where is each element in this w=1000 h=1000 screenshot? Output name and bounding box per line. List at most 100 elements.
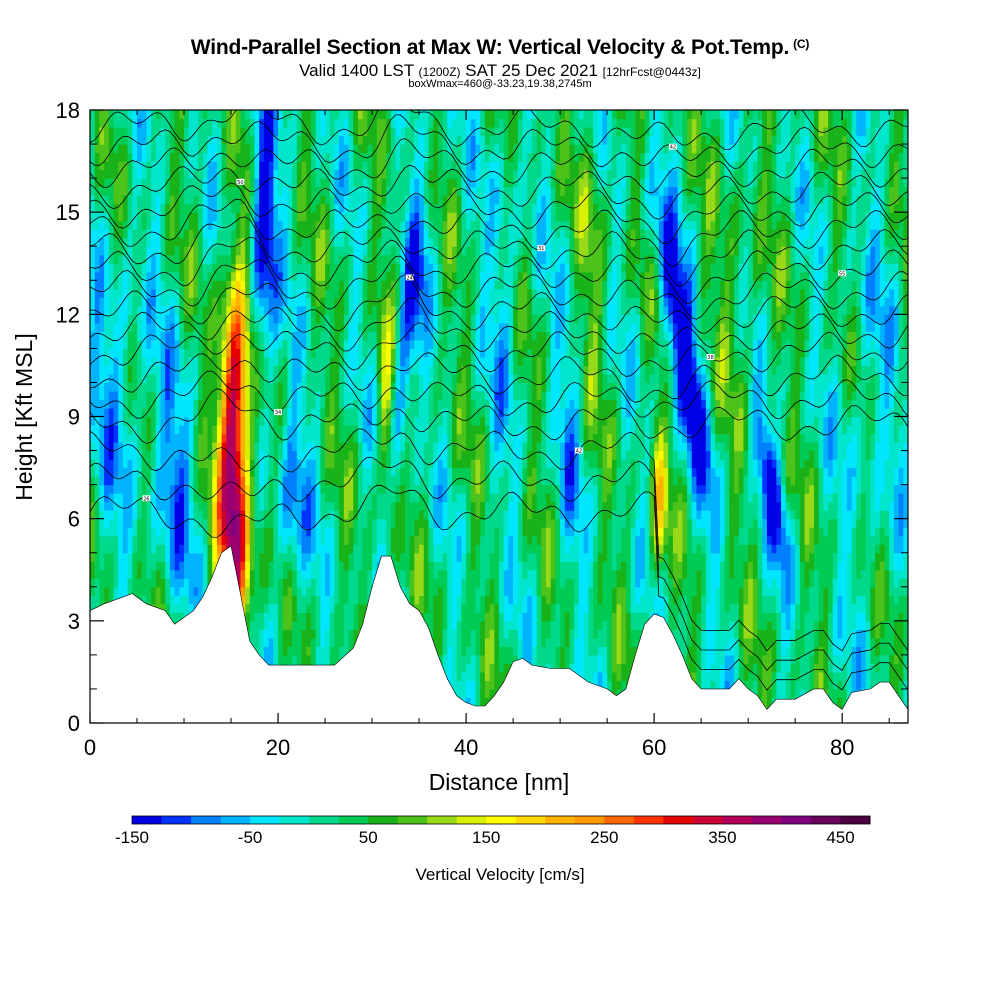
velocity-cell bbox=[386, 263, 392, 273]
velocity-cell bbox=[301, 331, 307, 341]
velocity-cell bbox=[404, 399, 411, 409]
velocity-cell bbox=[362, 356, 368, 367]
velocity-cell bbox=[282, 144, 289, 154]
velocity-cell bbox=[301, 637, 307, 647]
velocity-cell bbox=[357, 169, 364, 179]
velocity-cell bbox=[263, 629, 270, 639]
velocity-cell bbox=[315, 416, 321, 426]
velocity-cell bbox=[198, 586, 204, 596]
velocity-cell bbox=[90, 186, 96, 196]
velocity-cell bbox=[240, 322, 246, 332]
velocity-cell bbox=[320, 212, 326, 222]
velocity-cell bbox=[113, 152, 119, 162]
velocity-cell bbox=[282, 229, 289, 239]
velocity-cell bbox=[113, 118, 119, 128]
velocity-cell bbox=[306, 331, 312, 341]
velocity-cell bbox=[292, 654, 298, 664]
velocity-cell bbox=[353, 356, 359, 367]
velocity-cell bbox=[367, 212, 373, 222]
velocity-cell bbox=[334, 654, 340, 664]
velocity-cell bbox=[108, 552, 115, 562]
velocity-cell bbox=[310, 110, 317, 120]
velocity-cell bbox=[409, 450, 415, 460]
velocity-cell bbox=[353, 518, 359, 528]
velocity-cell bbox=[315, 288, 321, 298]
velocity-cell bbox=[404, 416, 411, 426]
velocity-cell bbox=[320, 467, 326, 477]
velocity-cell bbox=[118, 578, 124, 588]
velocity-cell bbox=[306, 467, 312, 477]
velocity-cell bbox=[367, 297, 373, 307]
velocity-cell bbox=[104, 501, 110, 511]
velocity-cell bbox=[348, 305, 354, 315]
velocity-cell bbox=[226, 450, 232, 460]
velocity-cell bbox=[231, 314, 237, 324]
velocity-cell bbox=[372, 510, 378, 520]
velocity-cell bbox=[99, 288, 105, 298]
velocity-cell bbox=[325, 382, 331, 392]
velocity-cell bbox=[179, 118, 185, 128]
velocity-cell bbox=[372, 203, 378, 213]
velocity-cell bbox=[348, 110, 354, 120]
velocity-cell bbox=[306, 637, 312, 647]
velocity-cell bbox=[235, 535, 242, 545]
velocity-cell bbox=[216, 339, 223, 349]
velocity-cell bbox=[226, 493, 232, 503]
velocity-cell bbox=[94, 127, 100, 137]
velocity-cell bbox=[245, 161, 251, 171]
velocity-cell bbox=[212, 322, 218, 332]
velocity-cell bbox=[278, 271, 284, 281]
velocity-cell bbox=[226, 237, 232, 247]
velocity-cell bbox=[212, 339, 218, 349]
velocity-cell bbox=[282, 484, 289, 494]
velocity-cell bbox=[226, 476, 232, 486]
velocity-cell bbox=[254, 305, 260, 315]
velocity-cell bbox=[207, 271, 213, 281]
velocity-cell bbox=[325, 646, 331, 656]
velocity-cell bbox=[216, 305, 223, 315]
velocity-cell bbox=[278, 382, 284, 392]
velocity-cell bbox=[334, 161, 340, 171]
velocity-cell bbox=[306, 544, 312, 554]
velocity-cell bbox=[292, 603, 298, 613]
velocity-cell bbox=[146, 254, 152, 264]
velocity-cell bbox=[273, 288, 279, 298]
velocity-cell bbox=[400, 348, 406, 358]
velocity-cell bbox=[118, 254, 124, 264]
velocity-cell bbox=[278, 127, 284, 137]
velocity-cell bbox=[249, 484, 256, 494]
velocity-cell bbox=[141, 237, 148, 247]
velocity-cell bbox=[160, 527, 166, 537]
velocity-cell bbox=[404, 561, 411, 571]
velocity-cell bbox=[94, 365, 100, 375]
velocity-cell bbox=[292, 586, 298, 596]
velocity-cell bbox=[400, 425, 406, 435]
velocity-cell bbox=[155, 484, 162, 494]
velocity-cell bbox=[263, 407, 270, 418]
velocity-cell bbox=[151, 416, 157, 426]
velocity-cell bbox=[249, 416, 256, 426]
velocity-cell bbox=[362, 586, 368, 596]
velocity-cell bbox=[343, 203, 350, 213]
velocity-cell bbox=[118, 348, 124, 358]
velocity-cell bbox=[320, 305, 326, 315]
velocity-cell bbox=[245, 544, 251, 554]
velocity-cell bbox=[414, 561, 420, 571]
velocity-cell bbox=[240, 433, 246, 443]
velocity-cell bbox=[367, 135, 373, 145]
velocity-cell bbox=[127, 425, 133, 435]
velocity-cell bbox=[310, 356, 317, 367]
velocity-cell bbox=[348, 144, 354, 154]
velocity-cell bbox=[263, 527, 270, 537]
velocity-cell bbox=[254, 127, 260, 137]
velocity-cell bbox=[184, 314, 190, 324]
velocity-cell bbox=[113, 246, 119, 256]
velocity-cell bbox=[296, 586, 303, 596]
velocity-cell bbox=[212, 535, 218, 545]
velocity-cell bbox=[165, 288, 171, 298]
velocity-cell bbox=[386, 110, 392, 120]
velocity-cell bbox=[141, 416, 148, 426]
velocity-cell bbox=[141, 297, 148, 307]
velocity-cell bbox=[409, 578, 415, 588]
velocity-cell bbox=[353, 271, 359, 281]
